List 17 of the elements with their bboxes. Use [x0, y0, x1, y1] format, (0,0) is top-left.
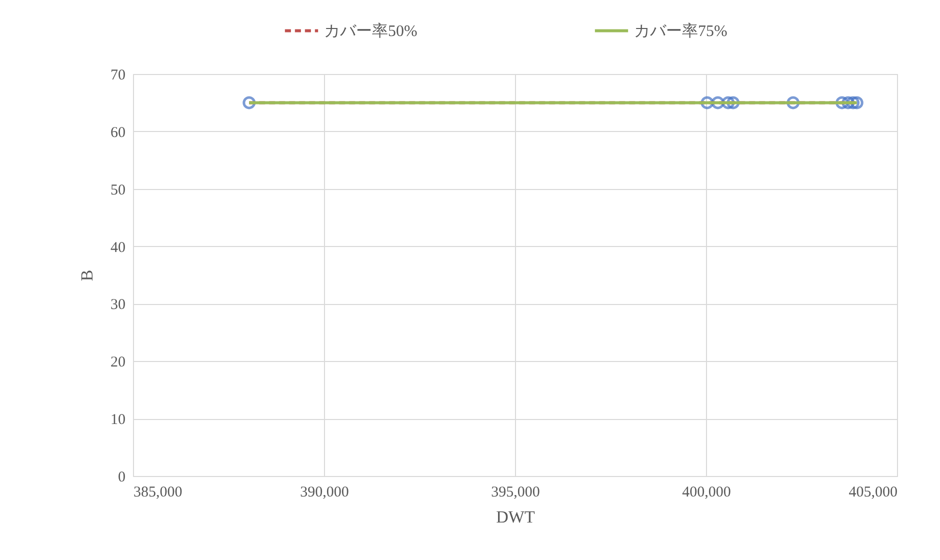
y-tick-label: 50 [110, 182, 126, 198]
legend-label: カバー率75% [634, 22, 728, 40]
x-tick-label: 390,000 [300, 484, 349, 500]
x-tick-label: 400,000 [682, 484, 731, 500]
y-tick-label: 10 [110, 412, 126, 428]
y-axis-title: B [78, 270, 96, 282]
x-tick-label: 385,000 [134, 484, 182, 500]
y-tick-label: 30 [110, 297, 126, 314]
x-tick-label: 395,000 [491, 484, 540, 500]
x-tick-label: 405,000 [848, 484, 898, 500]
y-tick-label: 70 [110, 68, 126, 84]
y-tick-label: 0 [118, 470, 126, 486]
y-tick-label: 60 [110, 124, 126, 141]
x-axis-title: DWT [496, 508, 536, 526]
y-tick-label: 20 [110, 354, 126, 371]
y-tick-label: 40 [110, 240, 126, 256]
legend-label: カバー率50% [324, 22, 418, 40]
